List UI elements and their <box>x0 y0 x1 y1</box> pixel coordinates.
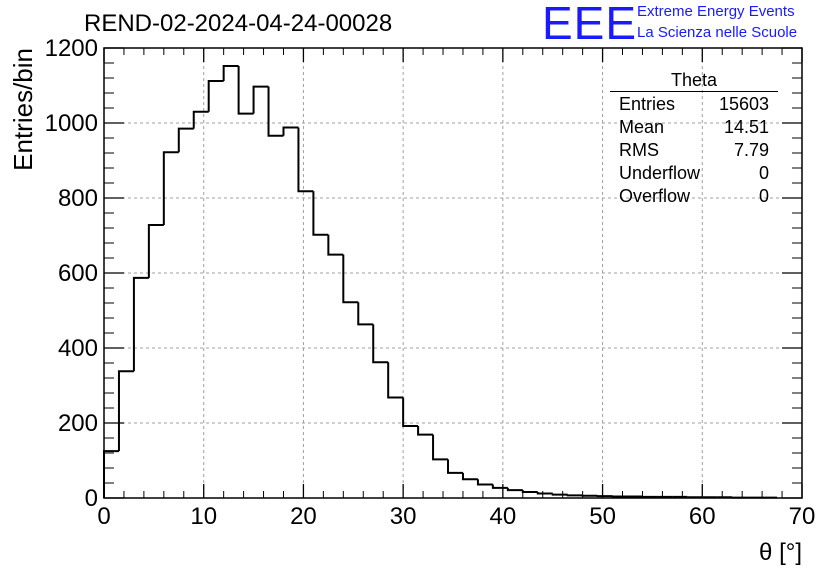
histogram-bin <box>372 324 389 364</box>
logo-subtitle-1: Extreme Energy Events <box>637 3 795 20</box>
x-tick-label: 60 <box>689 503 716 530</box>
stats-row: Mean 14.51 <box>610 116 778 139</box>
histogram-bin <box>506 487 523 492</box>
y-axis-label: Entries/bin <box>8 48 38 171</box>
x-tick-label: 70 <box>789 503 816 530</box>
histogram-bin <box>117 370 134 452</box>
histogram-bin <box>267 86 284 137</box>
stats-label: Entries <box>619 94 676 114</box>
y-tick-label: 0 <box>85 485 98 512</box>
stats-value: 14.51 <box>723 117 769 137</box>
grid <box>104 48 802 498</box>
stats-label: Underflow <box>619 163 701 183</box>
histogram-bin <box>237 66 254 115</box>
histogram-bin <box>521 490 538 493</box>
y-tick-label: 800 <box>58 185 98 212</box>
axis-ticks <box>103 47 803 499</box>
stats-row: Underflow 0 <box>610 162 778 185</box>
stats-value: 7.79 <box>733 140 769 160</box>
histogram-bin <box>103 450 119 498</box>
stats-value: 0 <box>758 163 769 183</box>
histogram-bin <box>536 492 553 495</box>
x-tick-label: 10 <box>190 503 217 530</box>
histogram-bin <box>282 126 299 136</box>
histogram-bin <box>297 127 314 193</box>
y-tick-label: 1200 <box>45 35 98 62</box>
y-tick-label: 400 <box>58 335 98 362</box>
tick-labels: 0 10 20 30 40 50 60 70 0 200 400 600 800 1000 1200 <box>45 35 816 530</box>
histogram-bin <box>566 494 583 497</box>
histogram-bin <box>312 191 329 236</box>
x-tick-label: 30 <box>390 503 417 530</box>
histogram-bin <box>491 484 508 489</box>
stats-value: 0 <box>758 186 769 206</box>
histogram-bin <box>402 397 419 427</box>
histogram-bin <box>222 65 239 81</box>
stats-box: Theta Entries 15603 Mean 14.51 RMS 7.79 … <box>610 70 778 208</box>
histogram-bin <box>432 434 449 461</box>
stats-label: RMS <box>619 140 659 160</box>
histogram-bin <box>461 472 478 481</box>
histogram-bin <box>342 254 359 304</box>
histogram-bin <box>177 127 194 153</box>
histogram-bin <box>357 302 374 326</box>
stats-name: Theta <box>610 70 778 92</box>
stats-row: RMS 7.79 <box>610 139 778 162</box>
histogram-bin <box>476 479 493 486</box>
stats-value: 15603 <box>718 94 769 114</box>
y-tick-label: 600 <box>58 260 98 287</box>
y-tick-label: 200 <box>58 410 98 437</box>
histogram-bin <box>192 110 209 129</box>
stats-row: Entries 15603 <box>610 93 778 116</box>
histogram-bin <box>207 80 224 112</box>
histogram-bin <box>551 493 568 496</box>
x-tick-label: 40 <box>490 503 517 530</box>
x-tick-label: 50 <box>589 503 616 530</box>
x-axis-label: θ [°] <box>759 539 802 566</box>
chart-title: REND-02-2024-04-24-00028 <box>84 10 393 37</box>
stats-label: Mean <box>619 117 665 137</box>
x-tick-label: 20 <box>290 503 317 530</box>
stats-label: Overflow <box>619 186 691 206</box>
histogram-bin <box>387 362 404 399</box>
histogram-bin <box>327 234 344 256</box>
histogram-bin <box>162 151 179 225</box>
stats-row: Overflow 0 <box>610 185 778 208</box>
logo-subtitle-2: La Scienza nelle Scuole <box>637 24 798 41</box>
histogram-bin <box>417 426 434 436</box>
x-tick-label: 0 <box>97 503 110 530</box>
eee-logo: EEE <box>542 0 638 49</box>
histogram-bin <box>252 85 269 114</box>
y-tick-label: 1000 <box>45 110 98 137</box>
histogram-bin <box>132 276 149 372</box>
histogram-bin <box>147 224 164 278</box>
histogram-bin <box>447 459 463 474</box>
